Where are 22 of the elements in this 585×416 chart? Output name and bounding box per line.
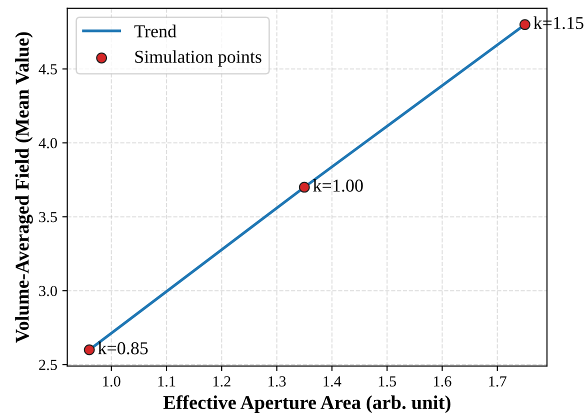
y-tick-label: 2.5	[39, 360, 57, 370]
x-axis-title: Effective Aperture Area (arb. unit)	[163, 395, 450, 414]
x-tick-label: 1.6	[434, 376, 452, 387]
x-tick-label: 1.7	[489, 376, 506, 387]
y-tick-label: 3.0	[39, 286, 57, 296]
x-tick-label: 1.1	[158, 376, 176, 387]
y-tick-label: 4.5	[38, 64, 57, 74]
y-tick-label: 3.5	[39, 212, 57, 222]
point	[84, 344, 95, 356]
point	[519, 19, 530, 30]
x-tick-label: 1.0	[103, 376, 120, 387]
x-tick-label: 1.3	[268, 376, 286, 387]
x-tick-label: 1.5	[378, 376, 396, 387]
y-axis-title: Volume-Averaged Field (Mean Value)	[15, 32, 33, 343]
annotation: k=0.85	[98, 342, 148, 354]
annotation: k=1.00	[313, 179, 363, 192]
point	[298, 182, 310, 193]
x-tick-label: 1.2	[213, 376, 230, 387]
y-tick-label: 4.0	[38, 138, 57, 148]
legend-label: Trend	[134, 24, 176, 38]
legend-label: Simulation points	[135, 50, 262, 67]
x-tick-label: 1.4	[324, 376, 342, 387]
